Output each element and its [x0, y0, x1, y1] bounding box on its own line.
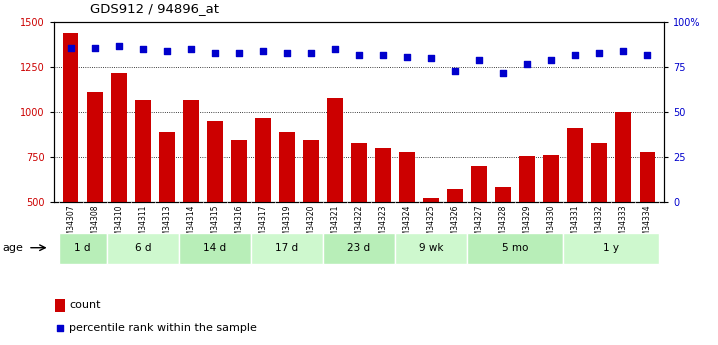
Point: [113, 43, 124, 49]
Text: GSM34308: GSM34308: [90, 204, 99, 246]
Text: GSM34326: GSM34326: [451, 204, 460, 246]
Bar: [135, 100, 151, 202]
Bar: [207, 121, 223, 202]
Bar: [467, 233, 563, 264]
Bar: [59, 233, 107, 264]
Point: [377, 52, 388, 58]
Text: GSM34319: GSM34319: [282, 204, 292, 246]
Text: 17 d: 17 d: [276, 243, 299, 253]
Text: GSM34324: GSM34324: [403, 204, 411, 246]
Point: [65, 45, 76, 50]
Bar: [231, 140, 247, 202]
Point: [521, 61, 533, 67]
Point: [185, 47, 197, 52]
Point: [594, 50, 605, 56]
Text: GSM34323: GSM34323: [378, 204, 388, 246]
Text: GSM34322: GSM34322: [355, 204, 363, 246]
Point: [330, 47, 341, 52]
Bar: [640, 151, 655, 202]
Point: [401, 54, 413, 59]
Text: GSM34313: GSM34313: [162, 204, 172, 246]
Text: 1 d: 1 d: [75, 243, 91, 253]
Bar: [251, 233, 323, 264]
Bar: [255, 118, 271, 202]
Bar: [55, 299, 65, 312]
Point: [209, 50, 220, 56]
Point: [617, 48, 629, 54]
Text: count: count: [69, 300, 101, 310]
Point: [161, 48, 172, 54]
Bar: [447, 189, 463, 202]
Text: GSM34327: GSM34327: [475, 204, 484, 246]
Bar: [279, 132, 294, 202]
Point: [449, 68, 461, 73]
Bar: [323, 233, 395, 264]
Text: GSM34310: GSM34310: [114, 204, 123, 246]
Text: GSM34330: GSM34330: [546, 204, 556, 246]
Point: [137, 47, 149, 52]
Text: GSM34321: GSM34321: [330, 204, 340, 246]
Text: GSM34315: GSM34315: [210, 204, 219, 246]
Bar: [376, 148, 391, 202]
Bar: [519, 156, 535, 202]
Point: [642, 52, 653, 58]
Bar: [399, 152, 415, 202]
Point: [257, 48, 269, 54]
Text: GSM34328: GSM34328: [499, 204, 508, 246]
Text: GSM34331: GSM34331: [571, 204, 579, 246]
Text: GSM34317: GSM34317: [258, 204, 267, 246]
Bar: [495, 187, 511, 202]
Bar: [544, 155, 559, 202]
Bar: [107, 233, 179, 264]
Point: [353, 52, 365, 58]
Bar: [471, 166, 487, 202]
Bar: [563, 233, 659, 264]
Text: GSM34316: GSM34316: [234, 204, 243, 246]
Bar: [87, 92, 103, 202]
Bar: [159, 132, 174, 202]
Bar: [567, 128, 583, 202]
Text: 9 wk: 9 wk: [419, 243, 443, 253]
Text: GSM34332: GSM34332: [595, 204, 604, 246]
Bar: [351, 142, 367, 202]
Point: [473, 57, 485, 63]
Point: [569, 52, 581, 58]
Bar: [179, 233, 251, 264]
Point: [281, 50, 293, 56]
Text: 1 y: 1 y: [603, 243, 620, 253]
Text: GSM34314: GSM34314: [186, 204, 195, 246]
Text: 23 d: 23 d: [348, 243, 370, 253]
Point: [425, 56, 437, 61]
Bar: [615, 112, 631, 202]
Text: GSM34320: GSM34320: [307, 204, 315, 246]
Point: [546, 57, 557, 63]
Bar: [395, 233, 467, 264]
Point: [233, 50, 245, 56]
Point: [305, 50, 317, 56]
Text: 14 d: 14 d: [203, 243, 226, 253]
Bar: [111, 73, 126, 202]
Point: [498, 70, 509, 76]
Text: GSM34307: GSM34307: [66, 204, 75, 246]
Bar: [424, 198, 439, 202]
Text: GSM34311: GSM34311: [139, 204, 147, 246]
Bar: [183, 100, 199, 202]
Text: 6 d: 6 d: [134, 243, 151, 253]
Bar: [63, 33, 78, 202]
Text: GSM34329: GSM34329: [523, 204, 532, 246]
Text: GSM34325: GSM34325: [426, 204, 436, 246]
Text: GSM34334: GSM34334: [643, 204, 652, 246]
Text: 5 mo: 5 mo: [502, 243, 528, 253]
Point: [55, 325, 66, 331]
Bar: [303, 140, 319, 202]
Point: [89, 45, 101, 50]
Text: age: age: [3, 243, 24, 253]
Text: percentile rank within the sample: percentile rank within the sample: [69, 323, 257, 333]
Text: GSM34333: GSM34333: [619, 204, 628, 246]
Text: GDS912 / 94896_at: GDS912 / 94896_at: [90, 2, 219, 16]
Bar: [327, 98, 342, 202]
Bar: [592, 142, 607, 202]
